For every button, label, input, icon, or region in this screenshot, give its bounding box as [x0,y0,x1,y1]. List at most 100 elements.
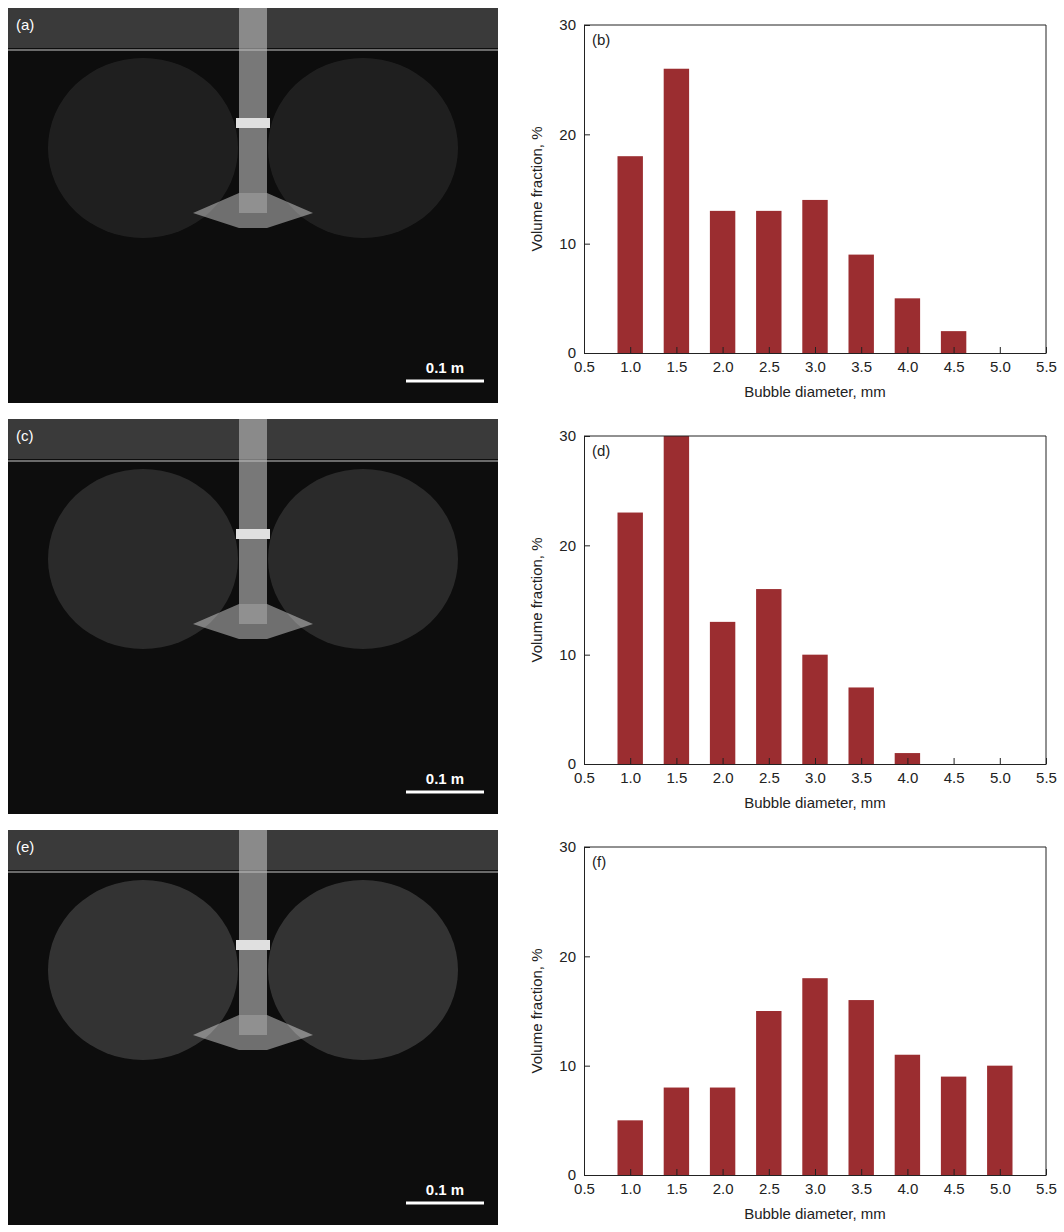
bar [710,622,735,764]
frame-top [584,847,1046,848]
bubble-cloud [48,469,238,649]
scale-bar [406,791,484,794]
x-tick-mark [861,347,862,353]
x-tick-label: 4.5 [944,358,965,375]
y-axis-title: Volume fraction, % [528,948,545,1073]
y-tick-mark [584,1066,590,1067]
bar [895,1055,920,1175]
x-tick-mark [861,1169,862,1175]
x-tick-label: 3.0 [805,358,826,375]
bar [987,353,1012,354]
x-tick: 1.0 [620,1169,641,1197]
y-tick: 20 [559,126,590,143]
y-axis-line [584,848,585,1176]
x-tick-label: 1.5 [666,769,687,786]
x-tick-label: 1.5 [666,358,687,375]
x-tick-label: 3.0 [805,1180,826,1197]
x-tick: 2.0 [713,347,734,375]
bar [941,1077,966,1175]
x-tick-label: 1.0 [620,769,641,786]
y-axis: 0102030 [559,427,590,772]
frame-top [584,436,1046,437]
x-tick: 2.5 [759,347,780,375]
bar [848,1000,873,1175]
bar [617,156,642,353]
x-axis: 0.51.01.52.02.53.03.54.04.55.05.5 [574,758,1057,786]
x-axis-line [585,1175,1047,1176]
impeller-shaft [239,830,267,1035]
panel-label: (b) [592,31,610,48]
y-tick-label: 20 [559,948,576,965]
x-tick: 1.5 [666,347,687,375]
y-tick: 20 [559,948,590,965]
figure: (a)0.1 m(c)0.1 m(e)0.1 m0.51.01.52.02.53… [0,0,1064,1232]
x-tick-mark [815,758,816,764]
x-tick-mark [723,758,724,764]
bar [664,436,689,764]
bar [664,1088,689,1175]
x-tick-mark [676,347,677,353]
chart-panel: 0.51.01.52.02.53.03.54.04.55.05.50102030… [528,427,1057,811]
x-tick-mark [815,347,816,353]
x-tick: 2.5 [759,1169,780,1197]
y-axis: 0102030 [559,16,590,361]
x-tick-mark [907,347,908,353]
x-axis-title: Bubble diameter, mm [744,1205,886,1222]
x-tick-label: 1.5 [666,1180,687,1197]
x-tick: 5.0 [990,1169,1011,1197]
x-tick: 4.0 [897,347,918,375]
photo-background [8,419,498,814]
y-tick-mark [584,956,590,957]
y-tick: 10 [559,646,590,663]
x-tick-label: 0.5 [574,769,595,786]
x-axis: 0.51.01.52.02.53.03.54.04.55.05.5 [574,347,1057,375]
y-tick-label: 0 [568,1166,576,1183]
chart-panel: 0.51.01.52.02.53.03.54.04.55.05.50102030… [528,838,1057,1222]
y-axis-title: Volume fraction, % [528,537,545,662]
y-axis-title: Volume fraction, % [528,126,545,251]
x-tick-label: 2.5 [759,1180,780,1197]
x-tick-label: 5.0 [990,358,1011,375]
y-tick-mark [584,545,590,546]
y-tick-label: 30 [559,427,576,444]
bar [756,211,781,353]
bar [802,200,827,353]
panel-label: (e) [16,838,34,855]
x-tick-label: 0.5 [574,358,595,375]
y-tick: 0 [568,344,590,361]
x-tick: 1.0 [620,758,641,786]
y-tick-label: 10 [559,1057,576,1074]
photo-background [8,830,498,1225]
x-tick-mark [630,758,631,764]
shaft-coupling [236,940,270,950]
x-tick: 4.5 [944,758,965,786]
frame-right [1046,25,1047,353]
y-tick-label: 20 [559,126,576,143]
y-tick-mark [584,244,590,245]
x-tick-label: 3.0 [805,769,826,786]
x-tick-mark [769,758,770,764]
x-tick: 4.5 [944,1169,965,1197]
x-tick: 2.0 [713,758,734,786]
x-tick-label: 4.5 [944,1180,965,1197]
y-tick-label: 0 [568,344,576,361]
bars [617,436,920,764]
bar [710,1088,735,1175]
x-tick-label: 2.5 [759,769,780,786]
x-axis-title: Bubble diameter, mm [744,383,886,400]
bar [987,1066,1012,1175]
impeller-shaft [239,8,267,213]
panel-label: (d) [592,442,610,459]
x-tick-mark [1000,758,1001,764]
y-tick-label: 0 [568,755,576,772]
bar [802,655,827,764]
y-tick: 0 [568,755,590,772]
x-tick: 3.0 [805,758,826,786]
panel-label: (f) [592,853,606,870]
y-tick-mark [584,134,590,135]
frame-top [584,25,1046,26]
bar [617,1120,642,1175]
scale-bar-label: 0.1 m [426,1181,464,1198]
x-tick-mark [954,758,955,764]
bars [617,978,1012,1175]
